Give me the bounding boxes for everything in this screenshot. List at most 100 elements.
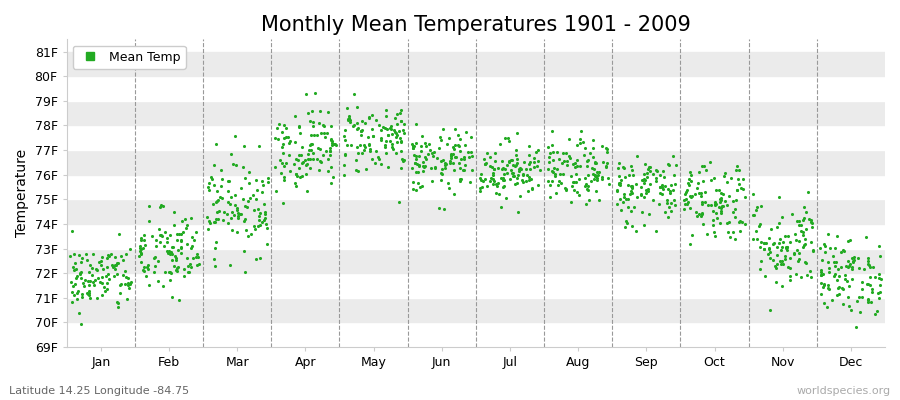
Point	[321, 109, 336, 115]
Point	[861, 262, 876, 268]
Point	[248, 226, 262, 232]
Point	[543, 150, 557, 156]
Point	[798, 258, 813, 265]
Point	[772, 220, 787, 226]
Point	[827, 273, 842, 279]
Point	[412, 162, 427, 169]
Point	[792, 222, 806, 228]
Point	[351, 150, 365, 157]
Point	[824, 244, 838, 251]
Point	[626, 183, 640, 189]
Point	[301, 110, 315, 116]
Point	[396, 158, 410, 164]
Point	[220, 211, 234, 218]
Point	[580, 156, 595, 163]
Point	[338, 162, 352, 168]
Point	[529, 163, 544, 170]
Point	[592, 169, 607, 175]
Point	[526, 164, 541, 170]
Point	[650, 168, 664, 174]
Point	[325, 138, 339, 144]
Point	[618, 218, 633, 224]
Point	[566, 187, 580, 193]
Point	[90, 295, 104, 301]
Point	[714, 190, 728, 196]
Point	[473, 170, 488, 177]
Point	[162, 248, 176, 254]
Point	[350, 125, 365, 132]
Point	[625, 184, 639, 190]
Point	[96, 283, 111, 290]
Point	[231, 210, 246, 216]
Point	[314, 129, 328, 136]
Point	[580, 158, 594, 164]
Point	[409, 140, 423, 146]
Point	[840, 277, 854, 284]
Point	[774, 260, 788, 267]
Point	[589, 160, 603, 166]
Point	[73, 270, 87, 277]
Point	[134, 250, 148, 257]
Point	[439, 140, 454, 147]
Point	[223, 151, 238, 157]
Point	[501, 138, 516, 144]
Point	[580, 162, 594, 169]
Point	[169, 267, 184, 274]
Point	[161, 250, 176, 256]
Point	[656, 186, 670, 192]
Point	[327, 140, 341, 147]
Point	[101, 252, 115, 258]
Point	[493, 141, 508, 148]
Point	[75, 291, 89, 297]
Point	[706, 217, 720, 223]
Point	[547, 165, 562, 172]
Point	[722, 192, 736, 199]
Point	[829, 259, 843, 266]
Point	[68, 266, 83, 272]
Point	[601, 181, 616, 187]
Point	[636, 180, 651, 186]
Point	[414, 148, 428, 154]
Point	[252, 216, 266, 223]
Point	[624, 208, 638, 214]
Point	[160, 248, 175, 254]
Point	[629, 228, 643, 235]
Point	[366, 133, 381, 140]
Point	[139, 272, 153, 279]
Point	[580, 187, 595, 193]
Point	[95, 280, 110, 286]
Point	[242, 169, 256, 176]
Point	[667, 196, 681, 203]
Point	[278, 134, 293, 140]
Point	[780, 244, 795, 250]
Point	[202, 220, 217, 226]
Point	[668, 181, 682, 188]
Point	[641, 186, 655, 192]
Point	[578, 182, 592, 189]
Point	[292, 122, 307, 129]
Point	[275, 150, 290, 156]
Point	[140, 266, 155, 272]
Point	[453, 178, 467, 184]
Point	[341, 116, 356, 123]
Point	[268, 164, 283, 171]
Point	[515, 177, 529, 184]
Point	[872, 270, 886, 277]
Point	[182, 268, 196, 275]
Point	[411, 153, 426, 159]
Point	[639, 190, 653, 196]
Point	[572, 192, 586, 198]
Point	[170, 247, 184, 253]
Point	[108, 262, 122, 268]
Point	[165, 251, 179, 257]
Point	[691, 180, 706, 186]
Point	[821, 231, 835, 238]
Point	[392, 199, 406, 205]
Point	[474, 184, 489, 190]
Point	[393, 165, 408, 171]
Point	[779, 244, 794, 250]
Point	[140, 263, 154, 270]
Point	[368, 160, 382, 166]
Point	[612, 173, 626, 179]
Point	[394, 148, 409, 154]
